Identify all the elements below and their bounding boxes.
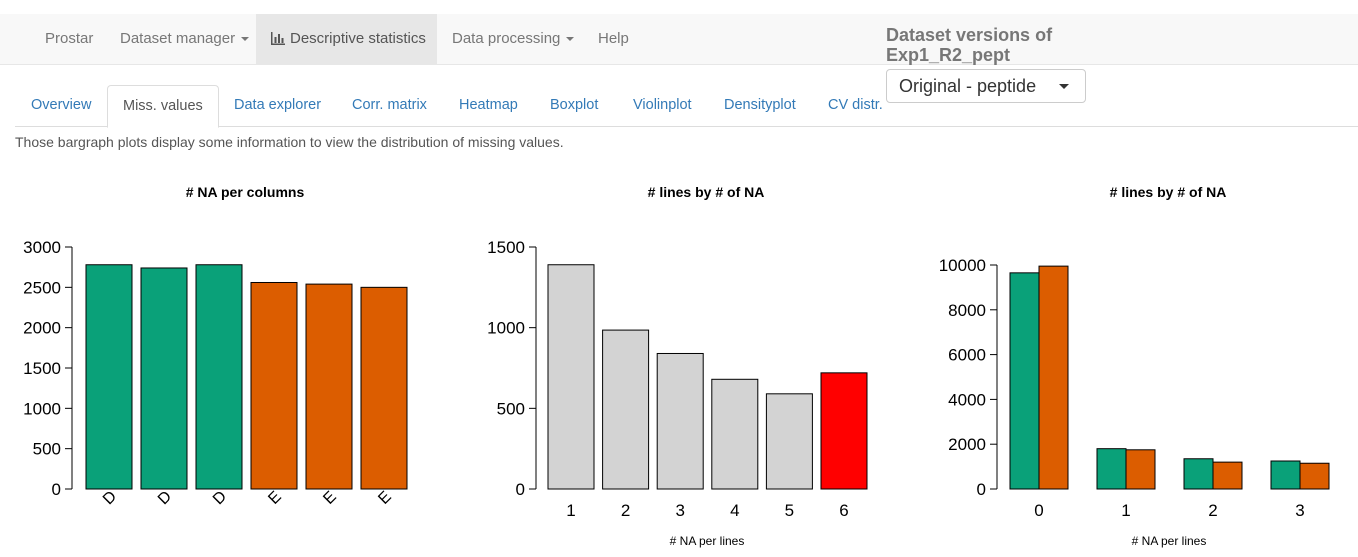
bar <box>1038 265 1069 490</box>
x-tick-label: 3 <box>675 501 684 520</box>
y-tick-label: 6000 <box>948 346 986 365</box>
tab-data-explorer[interactable]: Data explorer <box>234 97 322 113</box>
x-tick-label: 0 <box>1034 501 1043 520</box>
y-tick-label: 2000 <box>23 319 61 338</box>
bar <box>711 378 759 490</box>
x-tick-label: E <box>320 488 340 508</box>
chart-title-lines-by-na-per-condition: # lines by # of NA <box>1109 184 1227 200</box>
x-tick-label: D <box>210 488 230 508</box>
tab-bar: Overview Miss. values Data explorer Corr… <box>15 85 1358 128</box>
y-tick-label: 0 <box>977 480 986 499</box>
x-tick-label: D <box>155 488 175 508</box>
bar <box>1299 462 1330 490</box>
tab-corr-matrix[interactable]: Corr. matrix <box>352 97 427 113</box>
bar <box>1212 461 1243 490</box>
chart-title-na-per-columns: # NA per columns <box>185 184 305 200</box>
y-tick-label: 1000 <box>23 399 61 418</box>
y-tick-label: 0 <box>52 480 61 499</box>
dataset-version-selected: Original - peptide <box>899 76 1037 96</box>
y-tick-label: 0 <box>516 480 525 499</box>
y-tick-label: 500 <box>33 440 61 459</box>
tab-boxplot[interactable]: Boxplot <box>550 97 599 113</box>
nav-dataset-manager[interactable]: Dataset manager <box>105 14 264 64</box>
bar <box>250 281 298 490</box>
bar <box>360 286 408 490</box>
nav-dataset-manager-label: Dataset manager <box>120 30 236 47</box>
y-tick-label: 4000 <box>948 390 986 409</box>
tab-cv-distr[interactable]: CV distr. <box>828 97 883 113</box>
y-tick-label: 1000 <box>487 319 525 338</box>
bar <box>1125 449 1156 490</box>
bar <box>765 393 813 490</box>
nav-descriptive-statistics-label: Descriptive statistics <box>290 30 426 47</box>
x-axis-label: # NA per lines <box>670 534 745 548</box>
tab-heatmap[interactable]: Heatmap <box>459 97 518 113</box>
y-tick-label: 2000 <box>948 435 986 454</box>
nav-brand[interactable]: Prostar <box>45 30 94 47</box>
bar <box>1183 458 1214 490</box>
top-strip <box>0 0 1358 14</box>
x-tick-label: E <box>265 488 285 508</box>
bar <box>195 264 243 490</box>
bar <box>602 329 650 490</box>
x-tick-label: 2 <box>1208 501 1217 520</box>
bar-chart-icon <box>271 32 285 45</box>
x-tick-label: D <box>100 488 120 508</box>
x-tick-label: 3 <box>1295 501 1304 520</box>
y-tick-label: 3000 <box>23 238 61 257</box>
x-tick-label: E <box>375 488 395 508</box>
bar <box>1096 448 1127 490</box>
bar <box>1009 272 1040 490</box>
x-tick-label: 2 <box>621 501 630 520</box>
bar <box>85 264 133 490</box>
tab-miss-values[interactable]: Miss. values <box>107 85 219 128</box>
chevron-down-icon <box>241 37 250 42</box>
dataset-versions-label: Dataset versions of Exp1_R2_pept <box>886 25 1053 65</box>
y-tick-label: 500 <box>497 399 525 418</box>
nav-descriptive-statistics[interactable]: Descriptive statistics <box>256 14 437 64</box>
bar <box>1270 460 1301 490</box>
y-tick-label: 2500 <box>23 278 61 297</box>
x-axis-label: # NA per lines <box>1132 534 1207 548</box>
chart-title-lines-by-na: # lines by # of NA <box>647 184 765 200</box>
chevron-down-icon <box>566 37 575 42</box>
bar <box>656 352 704 490</box>
bar <box>140 267 188 490</box>
description-text: Those bargraph plots display some inform… <box>15 134 564 150</box>
navbar: Prostar Dataset manager Descriptive stat… <box>0 14 1358 65</box>
nav-help[interactable]: Help <box>598 30 629 47</box>
bar <box>820 372 868 490</box>
tab-violinplot[interactable]: Violinplot <box>633 97 692 113</box>
y-tick-label: 10000 <box>939 256 986 275</box>
x-tick-label: 5 <box>785 501 794 520</box>
tab-densityplot[interactable]: Densityplot <box>724 97 796 113</box>
x-tick-label: 1 <box>566 501 575 520</box>
x-tick-label: 1 <box>1121 501 1130 520</box>
y-tick-label: 1500 <box>487 238 525 257</box>
x-tick-label: 6 <box>839 501 848 520</box>
chevron-down-icon <box>1059 84 1069 89</box>
x-tick-label: 4 <box>730 501 739 520</box>
bar <box>547 264 595 490</box>
nav-data-processing[interactable]: Data processing <box>437 14 589 64</box>
nav-data-processing-label: Data processing <box>452 30 561 47</box>
y-tick-label: 8000 <box>948 301 986 320</box>
dataset-version-select[interactable]: Original - peptide <box>886 69 1086 103</box>
tab-overview[interactable]: Overview <box>31 97 92 113</box>
y-tick-label: 1500 <box>23 359 61 378</box>
bar <box>305 283 353 490</box>
